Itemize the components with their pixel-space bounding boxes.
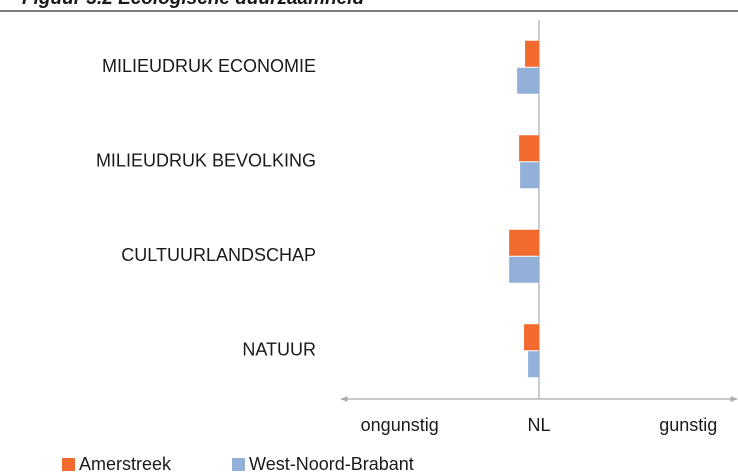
x-tick-label: gunstig — [659, 415, 717, 435]
bar — [509, 256, 539, 283]
x-tick-label: ongunstig — [361, 415, 439, 435]
y-tick-label: MILIEUDRUK BEVOLKING — [96, 151, 316, 171]
legend-swatch — [232, 458, 246, 471]
bar — [520, 162, 539, 189]
legend-label: West-Noord-Brabant — [249, 454, 414, 474]
legend-label: Amerstreek — [79, 454, 172, 474]
y-tick-label: MILIEUDRUK ECONOMIE — [102, 56, 316, 76]
y-tick-label: CULTUURLANDSCHAP — [121, 245, 316, 265]
bar — [519, 135, 539, 162]
bar — [517, 67, 539, 94]
bar — [509, 229, 539, 256]
chart-title: Figuur 3.2 Ecologische duurzaamheid — [22, 0, 364, 9]
y-tick-label: NATUUR — [242, 340, 316, 360]
bar — [525, 40, 539, 67]
bar — [528, 351, 539, 378]
x-tick-label: NL — [527, 415, 550, 435]
legend-swatch — [62, 458, 75, 471]
bar — [524, 324, 539, 351]
